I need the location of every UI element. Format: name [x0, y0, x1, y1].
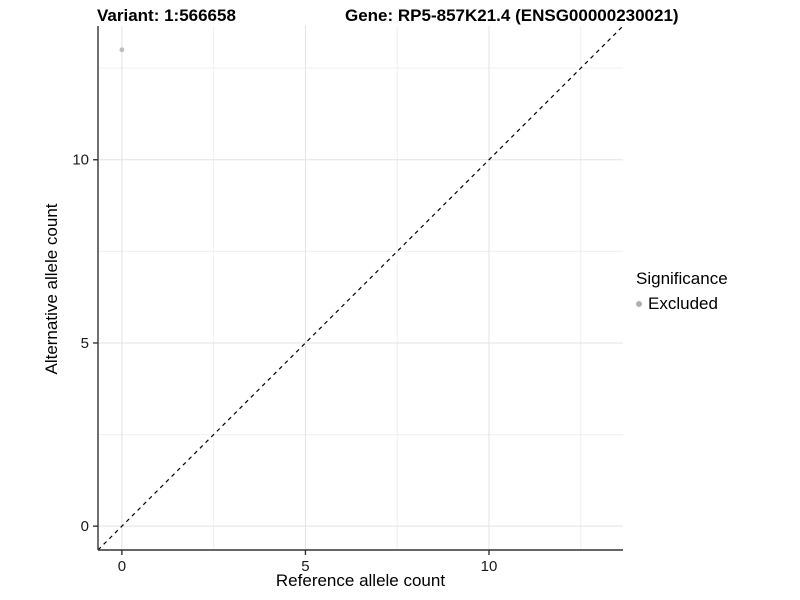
data-point — [119, 47, 125, 53]
x-axis-title: Reference allele count — [275, 571, 446, 590]
plot-title-variant: Variant: 1:566658 — [97, 6, 236, 25]
y-tick-label: 0 — [81, 518, 89, 535]
y-tick-label: 10 — [72, 152, 89, 169]
y-axis-title: Alternative allele count — [42, 203, 61, 375]
legend-item-excluded: Excluded — [636, 294, 728, 314]
x-tick-label: 5 — [301, 558, 309, 575]
legend-point-icon — [636, 301, 642, 307]
identity-line — [97, 25, 624, 551]
legend: Significance Excluded — [636, 269, 728, 314]
x-tick-label: 0 — [118, 558, 126, 575]
legend-title: Significance — [636, 269, 728, 288]
legend-item-label: Excluded — [648, 294, 718, 313]
plot-title-gene: Gene: RP5-857K21.4 (ENSG00000230021) — [345, 6, 679, 25]
y-tick-label: 5 — [81, 335, 89, 352]
x-tick-label: 10 — [481, 558, 498, 575]
